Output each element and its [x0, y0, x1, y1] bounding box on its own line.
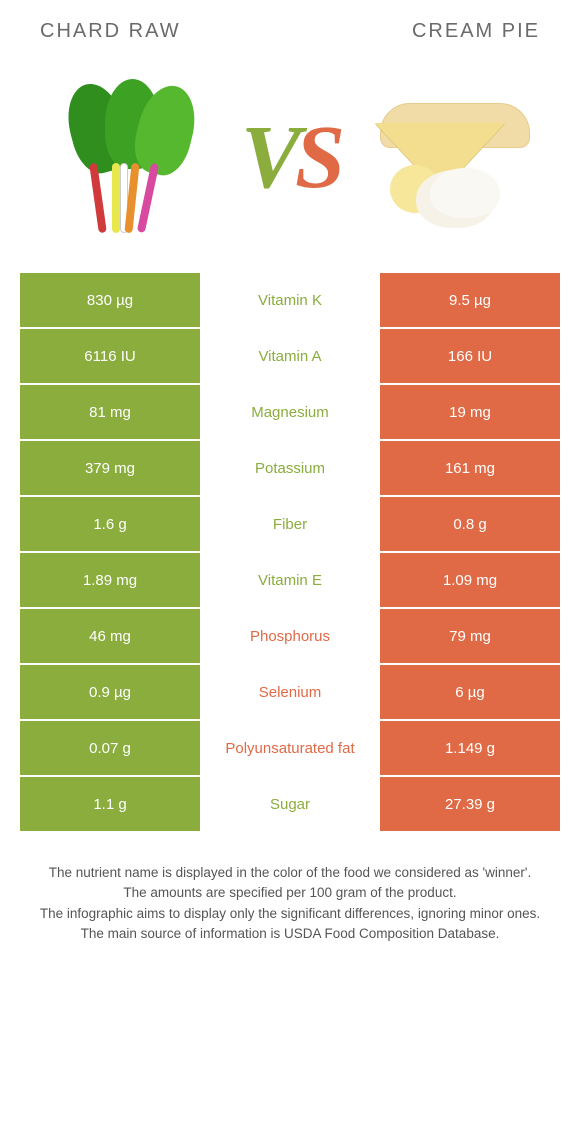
right-value: 19 mg [380, 385, 560, 439]
nutrient-name: Polyunsaturated fat [200, 721, 380, 775]
right-value: 0.8 g [380, 497, 560, 551]
right-value: 1.149 g [380, 721, 560, 775]
nutrient-name: Potassium [200, 441, 380, 495]
table-row: 379 mgPotassium161 mg [20, 441, 560, 497]
left-value: 0.07 g [20, 721, 200, 775]
footnote-line: The infographic aims to display only the… [30, 904, 550, 924]
left-value: 0.9 µg [20, 665, 200, 719]
vs-label: VS [241, 113, 339, 203]
footnote-line: The main source of information is USDA F… [30, 924, 550, 944]
right-value: 27.39 g [380, 777, 560, 831]
right-value: 9.5 µg [380, 273, 560, 327]
right-value: 1.09 mg [380, 553, 560, 607]
left-value: 830 µg [20, 273, 200, 327]
right-value: 79 mg [380, 609, 560, 663]
left-value: 6116 IU [20, 329, 200, 383]
left-value: 81 mg [20, 385, 200, 439]
table-row: 1.6 gFiber0.8 g [20, 497, 560, 553]
hero-row: VS [20, 73, 560, 243]
nutrient-name: Selenium [200, 665, 380, 719]
left-food-title: Chard raw [40, 20, 181, 43]
right-food-title: Cream pie [412, 20, 540, 43]
nutrient-name: Fiber [200, 497, 380, 551]
vs-s: S [295, 108, 339, 207]
right-value: 161 mg [380, 441, 560, 495]
nutrient-name: Magnesium [200, 385, 380, 439]
vs-v: V [241, 108, 295, 207]
chard-image [50, 83, 210, 233]
left-value: 1.1 g [20, 777, 200, 831]
left-value: 1.89 mg [20, 553, 200, 607]
table-row: 6116 IUVitamin A166 IU [20, 329, 560, 385]
table-row: 81 mgMagnesium19 mg [20, 385, 560, 441]
right-value: 166 IU [380, 329, 560, 383]
right-value: 6 µg [380, 665, 560, 719]
table-row: 0.9 µgSelenium6 µg [20, 665, 560, 721]
footnote-line: The nutrient name is displayed in the co… [30, 863, 550, 883]
nutrient-name: Vitamin A [200, 329, 380, 383]
footnote-line: The amounts are specified per 100 gram o… [30, 883, 550, 903]
table-row: 1.1 gSugar27.39 g [20, 777, 560, 833]
footnotes: The nutrient name is displayed in the co… [30, 863, 550, 944]
left-value: 46 mg [20, 609, 200, 663]
nutrient-name: Vitamin E [200, 553, 380, 607]
cream-pie-image [370, 83, 530, 233]
table-row: 46 mgPhosphorus79 mg [20, 609, 560, 665]
nutrient-name: Sugar [200, 777, 380, 831]
table-row: 830 µgVitamin K9.5 µg [20, 273, 560, 329]
table-row: 1.89 mgVitamin E1.09 mg [20, 553, 560, 609]
table-row: 0.07 gPolyunsaturated fat1.149 g [20, 721, 560, 777]
nutrient-name: Phosphorus [200, 609, 380, 663]
left-value: 1.6 g [20, 497, 200, 551]
nutrient-table: 830 µgVitamin K9.5 µg6116 IUVitamin A166… [20, 273, 560, 833]
left-value: 379 mg [20, 441, 200, 495]
nutrient-name: Vitamin K [200, 273, 380, 327]
